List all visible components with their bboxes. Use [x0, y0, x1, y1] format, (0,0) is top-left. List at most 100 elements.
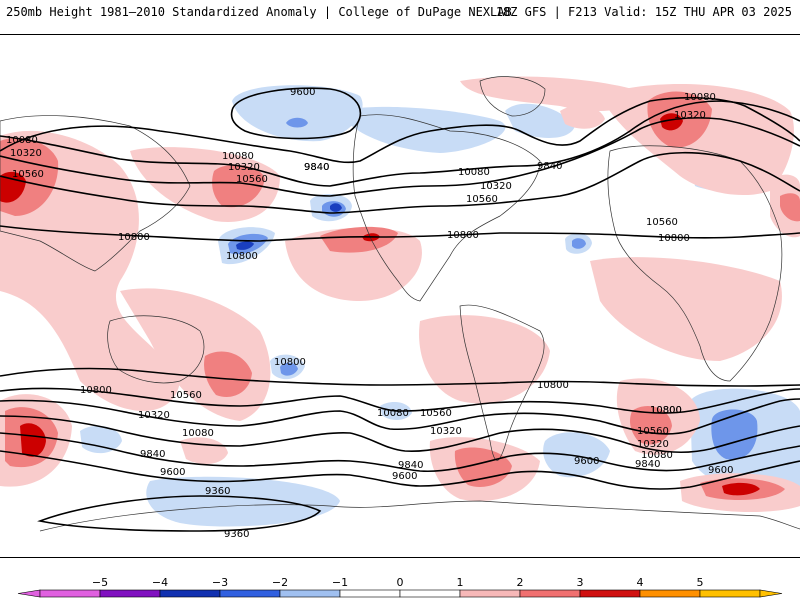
positive-anomaly-shading: [0, 76, 800, 513]
contour-label: 9840: [635, 459, 660, 470]
contour-label: 9360: [205, 486, 230, 497]
contour-label: 10560: [236, 174, 268, 185]
colorbar-segment: [699, 589, 761, 598]
contour-label: 10560: [637, 426, 669, 437]
greenland-outline: [479, 76, 546, 117]
positive-anomaly-area: [660, 113, 683, 131]
positive-anomaly-area: [560, 105, 605, 129]
positive-anomaly-area: [204, 351, 252, 397]
contour-9600-south: [0, 450, 800, 490]
colorbar-segment: [99, 589, 161, 598]
asia-outline: [0, 115, 191, 272]
contour-label: 9840: [304, 162, 329, 173]
contour-label: 10320: [480, 181, 512, 192]
colorbar-segment: [519, 589, 581, 598]
contour-label: 10320: [637, 439, 669, 450]
colorbar-svg: −5 −4 −3 −2 −1 0 1 2 3 4 5: [17, 576, 783, 598]
negative-anomaly-area: [280, 362, 298, 376]
negative-anomaly-area: [543, 432, 610, 478]
positive-anomaly-area: [419, 315, 550, 404]
contour-label: 9600: [160, 467, 185, 478]
contour-label: 10080: [641, 450, 673, 461]
north-america-outline: [352, 114, 541, 302]
positive-anomaly-area: [0, 171, 26, 203]
contour-label: 10080: [377, 408, 409, 419]
contour-label: 10320: [430, 426, 462, 437]
colorbar-tick-label: 0: [397, 576, 404, 589]
contour-label: 10320: [228, 162, 260, 173]
contour-label: 10560: [12, 169, 44, 180]
contour-label: 9840: [398, 460, 423, 471]
colorbar-legend: −5 −4 −3 −2 −1 0 1 2 3 4 5: [0, 574, 800, 600]
colorbar-tick-label: −1: [332, 576, 348, 589]
colorbar-segment: [219, 589, 281, 598]
colorbar-tick-label: −2: [272, 576, 288, 589]
colorbar-tick-label: 5: [697, 576, 704, 589]
colorbar-right-arrow: [759, 589, 783, 598]
contour-label: 9360: [224, 529, 249, 540]
height-contours: [0, 87, 800, 532]
contour-10320-north: [0, 117, 800, 197]
negative-anomaly-area: [286, 117, 308, 128]
positive-anomaly-area: [180, 437, 228, 465]
colorbar-tick-label: 4: [637, 576, 644, 589]
contour-10800-north: [0, 225, 800, 242]
contour-label: 9600: [290, 87, 315, 98]
model-valid-time: 18Z GFS | F213 Valid: 15Z THU APR 03 202…: [495, 5, 792, 19]
contour-10560-south: [0, 387, 800, 414]
contour-10800-south: [0, 367, 800, 387]
colorbar-segment: [279, 589, 341, 598]
contour-labels: 9600 9840 10080 10320 10560 10800 10080 …: [6, 87, 733, 540]
colorbar-tick-label: 3: [577, 576, 584, 589]
negative-anomaly-area: [236, 241, 254, 250]
contour-label: 9840: [140, 449, 165, 460]
positive-anomaly-area: [454, 447, 512, 487]
colorbar-tick-label: 2: [517, 576, 524, 589]
contour-10080-north: [0, 100, 800, 187]
colorbar-segment: [39, 589, 101, 598]
contour-label: 10800: [658, 233, 690, 244]
colorbar-segments: [17, 589, 783, 598]
contour-label: 9600: [708, 465, 733, 476]
colorbar-ticks: −5 −4 −3 −2 −1 0 1 2 3 4 5: [92, 576, 704, 589]
positive-anomaly-area: [212, 164, 265, 208]
contour-label: 10080: [6, 135, 38, 146]
map-panel: 9600 9840 10080 10320 10560 10800 10080 …: [0, 34, 800, 558]
colorbar-tick-label: −3: [212, 576, 228, 589]
positive-anomaly-area: [630, 406, 672, 445]
positive-anomaly-area: [20, 423, 46, 457]
contour-10080-south: [0, 415, 800, 454]
colorbar-segment: [639, 589, 701, 598]
negative-anomaly-area: [572, 238, 586, 249]
colorbar-segment: [159, 589, 221, 598]
contour-label: 10560: [420, 408, 452, 419]
negative-anomaly-area: [146, 476, 340, 527]
positive-anomaly-area: [285, 227, 422, 301]
contour-label: 10800: [650, 405, 682, 416]
negative-anomaly-area: [711, 409, 758, 460]
contour-9360-south: [37, 495, 322, 532]
negative-anomaly-area: [330, 203, 342, 212]
title-bar: 250mb Height 1981–2010 Standardized Anom…: [0, 0, 800, 26]
contour-label: 9600: [392, 471, 417, 482]
contour-label: 10560: [646, 217, 678, 228]
contour-label: 10560: [170, 390, 202, 401]
contour-label: 10800: [118, 232, 150, 243]
contour-label: 9840: [537, 161, 562, 172]
colorbar-left-arrow: [17, 589, 41, 598]
contour-label: 10800: [80, 385, 112, 396]
positive-anomaly-area: [780, 193, 800, 222]
colorbar-segment: [459, 589, 521, 598]
map-title: 250mb Height 1981–2010 Standardized Anom…: [6, 5, 512, 19]
contour-9840-south: [0, 432, 800, 473]
negative-anomaly-area: [505, 103, 575, 138]
anomaly-map: 9600 9840 10080 10320 10560 10800 10080 …: [0, 76, 800, 540]
colorbar-tick-label: 1: [457, 576, 464, 589]
negative-anomaly-area: [80, 425, 122, 454]
contour-label: 10320: [10, 148, 42, 159]
contour-label: 10800: [537, 380, 569, 391]
negative-anomaly-area: [232, 85, 363, 142]
contour-label: 10320: [674, 110, 706, 121]
contour-10560-north: [0, 151, 800, 214]
positive-anomaly-area: [460, 76, 640, 111]
